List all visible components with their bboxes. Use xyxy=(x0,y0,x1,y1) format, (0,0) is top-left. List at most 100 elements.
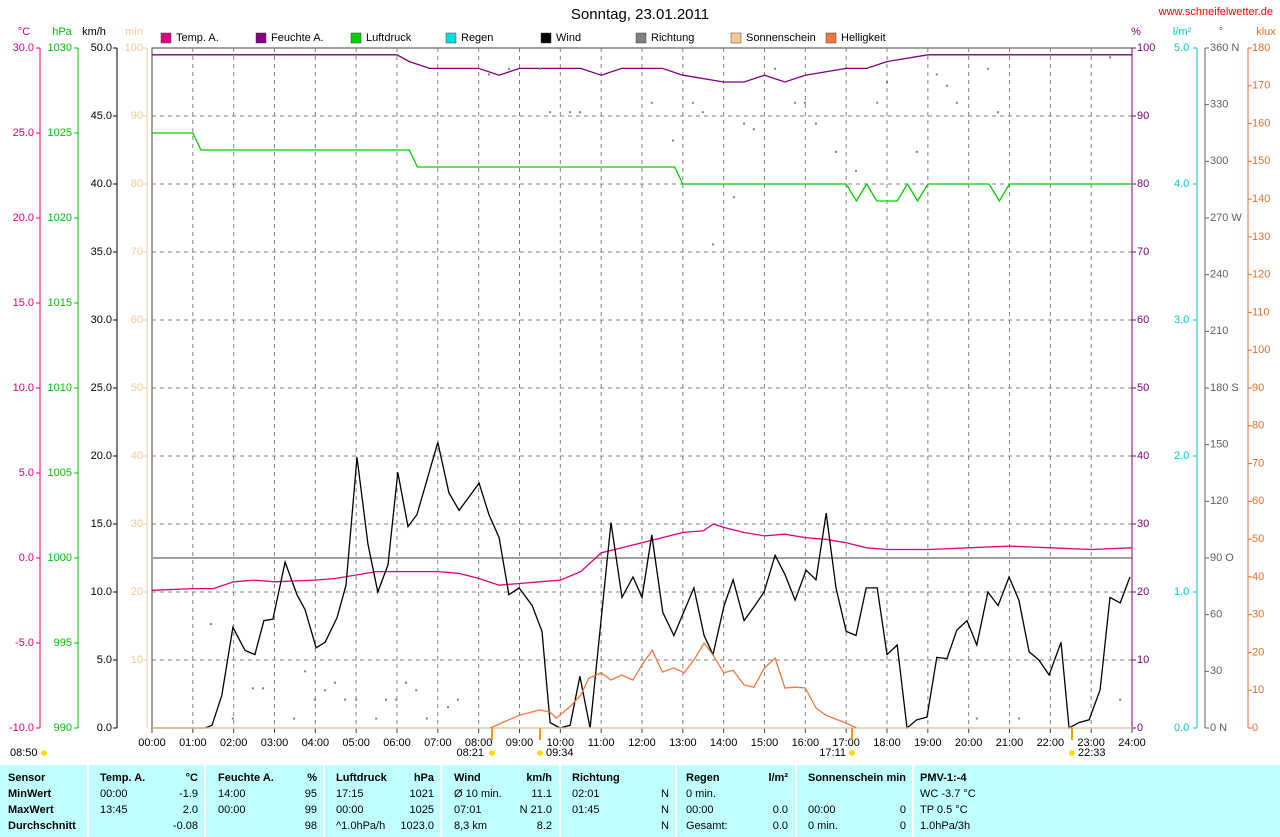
y-tick-label: 70 xyxy=(131,246,143,258)
y-tick-label: 1000 xyxy=(48,552,72,564)
y-tick-label: 5.0 xyxy=(19,467,34,479)
direction-dot xyxy=(774,67,777,70)
table-cell: 11.1 xyxy=(531,788,552,800)
legend-label: Regen xyxy=(461,32,493,44)
direction-dot xyxy=(834,150,837,153)
y-tick-label: 0.0 xyxy=(1174,722,1189,734)
direction-dot xyxy=(803,101,806,104)
series-line xyxy=(151,523,1133,591)
table-cell: 14:00 xyxy=(218,788,246,800)
direction-dot xyxy=(752,128,755,131)
axis-title: % xyxy=(1131,26,1141,38)
x-tick-label: 07:00 xyxy=(424,737,452,749)
x-tick-label: 08:00 xyxy=(465,737,493,749)
y-tick-label: -10.0 xyxy=(9,722,34,734)
y-tick-label: 150 xyxy=(1210,439,1228,451)
y-tick-label: 90 O xyxy=(1210,552,1234,564)
direction-dot xyxy=(384,698,387,701)
y-tick-label: 35.0 xyxy=(91,246,112,258)
axis-title: ° xyxy=(1219,26,1223,38)
y-tick-label: 160 xyxy=(1252,117,1270,129)
table-cell: 1.0hPa/3h xyxy=(920,820,970,832)
table-cell: 99 xyxy=(305,804,317,816)
table-cell: TP 0.5 °C xyxy=(920,804,968,816)
table-cell: MinWert xyxy=(8,788,52,800)
table-cell: 00:00 xyxy=(686,804,714,816)
y-tick-label: 1.0 xyxy=(1174,586,1189,598)
x-tick-label: 13:00 xyxy=(669,737,697,749)
y-tick-label: 170 xyxy=(1252,80,1270,92)
y-tick-label: 80 xyxy=(131,178,143,190)
annotation: 22:33 xyxy=(1078,747,1106,759)
y-tick-label: 1025 xyxy=(48,127,72,139)
x-tick-label: 12:00 xyxy=(628,737,656,749)
table-cell: 0 min. xyxy=(686,788,716,800)
x-tick-label: 19:00 xyxy=(914,737,942,749)
x-tick-label: 06:00 xyxy=(383,737,411,749)
direction-dot xyxy=(231,717,234,720)
y-tick-label: 995 xyxy=(54,637,72,649)
x-tick-label: 03:00 xyxy=(261,737,289,749)
table-header: Richtung xyxy=(572,772,620,784)
table-cell: ^1.0hPa/h xyxy=(336,820,385,832)
y-tick-label: 80 xyxy=(1252,420,1264,432)
direction-dot xyxy=(794,101,797,104)
series-line xyxy=(489,641,857,729)
y-tick-label: 80 xyxy=(1137,178,1149,190)
axis-title: °C xyxy=(18,26,30,38)
table-cell: 98 xyxy=(305,820,317,832)
direction-dot xyxy=(935,73,938,76)
y-tick-label: 0.0 xyxy=(19,552,34,564)
direction-dot xyxy=(692,101,695,104)
y-tick-label: 30.0 xyxy=(91,314,112,326)
table-header: Feuchte A. xyxy=(218,772,274,784)
y-tick-label: 100 xyxy=(1252,344,1270,356)
x-tick-label: 14:00 xyxy=(710,737,738,749)
y-tick-label: 60 xyxy=(131,314,143,326)
direction-dot xyxy=(672,139,675,142)
table-cell: 0 min. xyxy=(808,820,838,832)
table-cell: 00:00 xyxy=(218,804,246,816)
x-tick-label: 00:00 xyxy=(138,737,166,749)
direction-dot xyxy=(304,670,307,673)
x-tick-label: 04:00 xyxy=(302,737,330,749)
y-tick-label: 10.0 xyxy=(91,586,112,598)
y-tick-label: 210 xyxy=(1210,325,1228,337)
table-cell: 17:15 xyxy=(336,788,364,800)
table-cell: Ø 10 min. xyxy=(454,788,502,800)
sun-icon xyxy=(849,750,855,756)
annotation: 09:34 xyxy=(546,747,574,759)
table-header: km/h xyxy=(526,772,552,784)
direction-dot xyxy=(487,73,490,76)
y-tick-label: 0.0 xyxy=(97,722,112,734)
direction-dot xyxy=(404,681,407,684)
table-cell: 95 xyxy=(305,788,317,800)
direction-dot xyxy=(538,67,541,70)
x-tick-label: 01:00 xyxy=(179,737,207,749)
direction-dot xyxy=(447,706,450,709)
direction-dot xyxy=(333,681,336,684)
y-tick-label: 1010 xyxy=(48,382,72,394)
direction-dot xyxy=(886,81,888,83)
table-cell: 0 xyxy=(900,804,906,816)
axis-title: km/h xyxy=(82,26,106,38)
legend-label: Sonnenschein xyxy=(746,32,816,44)
y-tick-label: 30 xyxy=(1252,609,1264,621)
y-tick-label: 25.0 xyxy=(91,382,112,394)
y-tick-label: 120 xyxy=(1210,495,1228,507)
y-tick-label: 45.0 xyxy=(91,110,112,122)
sun-icon xyxy=(41,750,47,756)
y-tick-label: 30 xyxy=(1137,518,1149,530)
y-tick-label: 0 xyxy=(1137,722,1143,734)
y-tick-label: 1020 xyxy=(48,212,72,224)
direction-dot xyxy=(324,689,327,692)
y-tick-label: 50 xyxy=(131,382,143,394)
table-header: Sensor xyxy=(8,772,46,784)
table-cell: 0.0 xyxy=(773,804,788,816)
table-cell: 07:01 xyxy=(454,804,482,816)
legend-swatch xyxy=(635,32,647,44)
table-cell: MaxWert xyxy=(8,804,54,816)
table-header: Wind xyxy=(454,772,481,784)
legend-label: Temp. A. xyxy=(176,32,219,44)
y-tick-label: 180 xyxy=(1252,42,1270,54)
